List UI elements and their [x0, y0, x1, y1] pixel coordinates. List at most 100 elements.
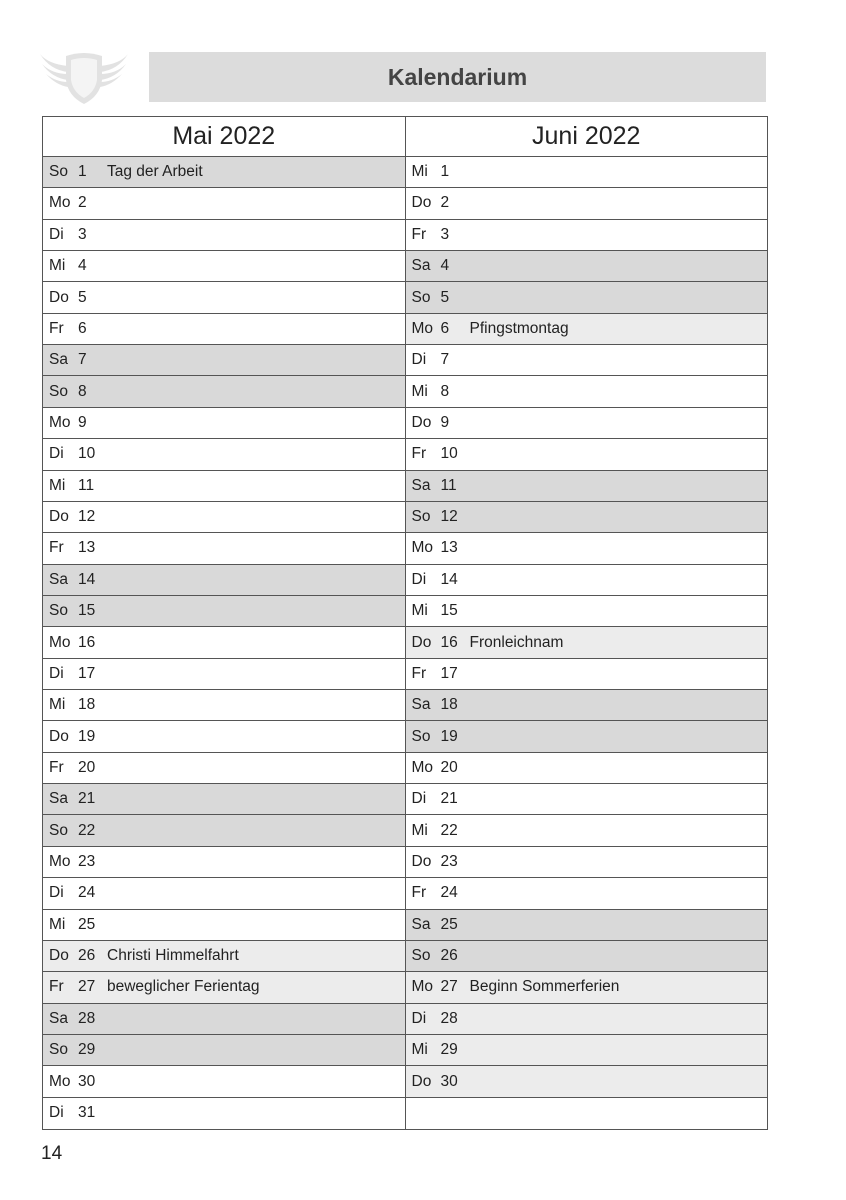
day-note: beweglicher Ferientag	[107, 978, 260, 996]
weekday-label: Do	[411, 1072, 432, 1090]
day-note: Tag der Arbeit	[107, 163, 203, 181]
day-row: So 22	[43, 815, 405, 847]
weekday-label: Di	[49, 884, 64, 902]
date-number: 23	[440, 853, 458, 871]
day-row: Mi 8	[405, 376, 767, 408]
date-number: 6	[440, 319, 450, 337]
weekday-label: Mi	[411, 382, 428, 400]
weekday-label: Fr	[411, 884, 427, 902]
day-note: Christi Himmelfahrt	[107, 947, 239, 965]
day-note: Pfingstmontag	[469, 319, 569, 337]
weekday-label: Mo	[411, 758, 434, 776]
weekday-label: So	[49, 602, 68, 620]
date-number: 13	[440, 539, 458, 557]
date-number: 18	[440, 696, 458, 714]
weekday-label: Do	[411, 633, 432, 651]
weekday-label: So	[411, 947, 431, 965]
date-number: 10	[78, 445, 96, 463]
date-number: 31	[78, 1104, 96, 1122]
day-row: So 29	[43, 1035, 405, 1067]
month-header: Mai 2022	[43, 117, 405, 157]
day-row: Do 5	[43, 282, 405, 314]
weekday-label: Mi	[49, 696, 66, 714]
day-row: Mi 1	[405, 157, 767, 189]
day-row: Fr 17	[405, 659, 767, 691]
day-row: So 15	[43, 595, 405, 628]
weekday-label: Mi	[49, 915, 66, 933]
date-number: 3	[440, 225, 450, 243]
weekday-label: Fr	[411, 664, 427, 682]
weekday-label: Fr	[411, 445, 427, 463]
day-row: Fr 10	[405, 439, 767, 471]
weekday-label: Mo	[49, 1072, 71, 1090]
weekday-label: Mo	[49, 413, 71, 431]
day-row: Do 23	[405, 847, 767, 879]
date-number: 20	[78, 758, 96, 776]
date-number: 19	[78, 727, 96, 745]
weekday-label: So	[411, 727, 431, 745]
weekday-label: Do	[411, 853, 432, 871]
date-number: 9	[440, 413, 450, 431]
day-row: Di 28	[405, 1003, 767, 1035]
weekday-label: Do	[49, 288, 69, 306]
weekday-label: Mi	[411, 602, 428, 620]
date-number: 19	[440, 727, 458, 745]
weekday-label: Do	[411, 413, 432, 431]
date-number: 14	[440, 570, 458, 588]
date-number: 30	[440, 1072, 458, 1090]
weekday-label: Di	[411, 570, 427, 588]
weekday-label: Sa	[411, 257, 431, 275]
date-number: 7	[440, 351, 450, 369]
date-number: 3	[78, 225, 87, 243]
weekday-label: Di	[411, 1009, 427, 1027]
day-row	[406, 1098, 768, 1129]
title-banner: Kalendarium	[149, 52, 766, 102]
day-row: So 19	[405, 721, 767, 753]
date-number: 4	[440, 257, 450, 275]
date-number: 17	[78, 664, 96, 682]
date-number: 29	[78, 1041, 96, 1059]
day-row: Mo 9	[43, 408, 405, 440]
weekday-label: Fr	[411, 225, 427, 243]
day-row: Sa 14	[43, 564, 405, 596]
day-row: Di 14	[405, 565, 767, 596]
weekday-label: Do	[411, 194, 432, 212]
date-number: 30	[78, 1072, 96, 1090]
day-row: So 12	[405, 501, 767, 534]
day-row: So 26	[405, 940, 767, 973]
day-row: Fr 27 beweglicher Ferientag	[43, 972, 405, 1004]
day-row: So 8	[43, 376, 405, 408]
day-row: Mi 15	[405, 596, 767, 628]
day-row: Mi 29	[405, 1035, 767, 1067]
date-number: 1	[78, 163, 87, 181]
day-row: Fr 20	[43, 753, 405, 785]
weekday-label: Mo	[49, 853, 71, 871]
date-number: 27	[78, 978, 96, 996]
day-row: Di 7	[405, 345, 767, 377]
winged-shield-logo	[38, 50, 130, 104]
date-number: 24	[78, 884, 96, 902]
date-number: 7	[78, 351, 87, 369]
day-row: Mo 16	[43, 627, 405, 659]
day-row: Mo 6 Pfingstmontag	[405, 313, 767, 346]
date-number: 16	[78, 633, 96, 651]
weekday-label: Mi	[49, 257, 66, 275]
weekday-label: Sa	[49, 351, 68, 369]
weekday-label: Di	[411, 351, 427, 369]
day-row: Sa 11	[405, 470, 767, 502]
date-number: 21	[440, 790, 458, 808]
day-row: Sa 28	[43, 1003, 405, 1035]
weekday-label: Di	[411, 790, 427, 808]
date-number: 22	[78, 821, 96, 839]
day-row: Do 19	[43, 721, 405, 753]
weekday-label: Mo	[49, 194, 71, 212]
weekday-label: Fr	[49, 319, 64, 337]
weekday-label: Mi	[411, 821, 428, 839]
weekday-label: Di	[49, 225, 64, 243]
date-number: 5	[440, 288, 450, 306]
weekday-label: So	[411, 508, 431, 526]
weekday-label: Do	[49, 508, 69, 526]
day-row: Mo 30	[43, 1066, 405, 1098]
date-number: 13	[78, 539, 96, 557]
weekday-label: Sa	[49, 570, 68, 588]
